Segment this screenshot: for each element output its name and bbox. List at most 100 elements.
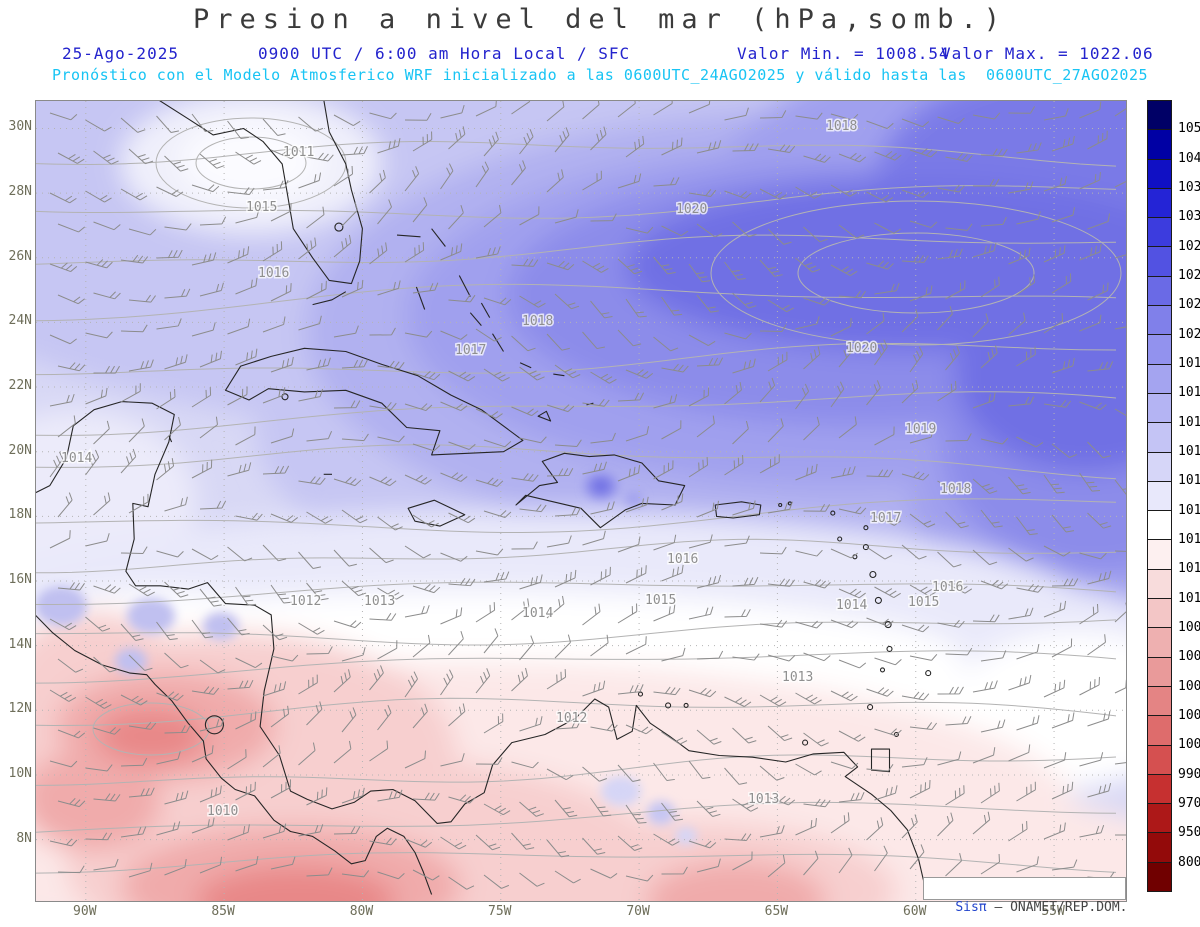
colorbar-label: 970 [1178,796,1200,811]
isobar-lines [36,117,1122,874]
colorbar-label: 1008 [1178,620,1200,635]
lon-axis-label: 90W [73,904,97,919]
contour-label: 1017 [455,343,486,358]
contour-label: 1016 [667,552,698,567]
colorbar-cell [1148,599,1171,629]
colorbar-label: 1020 [1178,326,1200,342]
colorbar-label: 1013 [1178,532,1200,547]
contour-label: 1019 [905,422,936,437]
colorbar-cell [1148,833,1171,863]
lat-axis-label: 22N [8,378,32,394]
map-title: Presion a nivel del mar (hPa,somb.) [193,4,1007,35]
forecast-date: 25-Ago-2025 [62,44,179,63]
colorbar-cell [1148,188,1171,219]
lat-axis-label: 20N [8,442,32,458]
colorbar-label: 1002 [1178,708,1200,723]
colorbar-cell [1148,628,1171,658]
attribution-box: Sisπ – ONAMET/REP.DOM. [923,877,1128,915]
colorbar-cell [1148,686,1171,717]
colorbar-cell [1148,247,1171,277]
contour-label: 1014 [61,451,92,466]
lon-axis-label: 65W [764,904,789,919]
colorbar-cell [1148,218,1171,248]
contour-label: 1016 [932,580,963,595]
colorbar-label: 1040 [1178,150,1200,166]
colorbar-label: 1018 [1178,385,1200,401]
contour-label: 1018 [522,314,553,329]
colorbar-cell [1148,306,1171,336]
contour-label: 1017 [870,511,901,526]
colorbar-cell [1148,130,1171,160]
lon-axis-label: 80W [349,904,374,919]
colorbar-label: 800 [1178,854,1200,870]
lat-axis-label: 30N [8,119,32,135]
contour-label: 1011 [283,145,314,160]
colorbar-label: 1050 [1178,121,1200,137]
colorbar-label: 1010 [1178,590,1200,606]
colorbar-cell [1148,804,1171,834]
lat-axis-label: 18N [8,507,32,523]
colorbar-label: 1017 [1178,414,1200,430]
colorbar-label: 1015 [1178,473,1200,489]
contour-label: 1018 [940,482,971,497]
colorbar-label: 1022 [1178,297,1200,313]
colorbar-label: 1012 [1178,561,1200,577]
colorbar-cell [1148,862,1171,892]
model-info-line: Pronóstico con el Modelo Atmosferico WRF… [51,66,1149,84]
lat-axis-label: 8N [16,830,32,846]
colorbar-label: 1028 [1178,238,1200,254]
colorbar-cell [1148,452,1171,482]
forecast-time: 0900 UTC / 6:00 am Hora Local / SFC [258,44,631,63]
colorbar-cell [1148,423,1171,453]
colorbar-label: 1004 [1178,678,1200,694]
min-value-label: Valor Min. = 1008.54 [737,44,950,63]
lat-axis-label: 26N [8,248,32,264]
lon-axis-label: 70W [626,904,650,919]
colorbar-label: 1006 [1178,649,1200,665]
lon-axis-label: 85W [211,904,235,919]
contour-label: 1015 [645,593,676,608]
colorbar-label: 1016 [1178,444,1200,459]
contour-label: 1016 [258,266,289,281]
lon-axis-label: 55W [1031,904,1075,919]
contour-label: 1020 [676,202,707,217]
colorbar-cell [1148,774,1171,805]
colorbar-label: 1035 [1178,180,1200,195]
contour-label: 1015 [246,200,277,215]
colorbar-label: 1019 [1178,356,1200,371]
colorbar-cell [1148,716,1171,746]
colorbar-cell [1148,276,1171,307]
colorbar-cell [1148,364,1171,394]
contour-label: 1013 [782,670,813,685]
coastlines [36,101,932,895]
colorbar-label: 1014 [1178,502,1200,518]
colorbar-cell [1148,335,1171,365]
colorbar-label: 1025 [1178,268,1200,283]
lat-axis-label: 28N [8,184,32,200]
colorbar-cell [1148,511,1171,541]
colorbar-cell [1148,101,1171,131]
contour-label: 1014 [522,606,553,621]
colorbar-label: 1000 [1178,737,1200,753]
contour-label: 1018 [826,119,857,134]
colorbar-cell [1148,540,1171,570]
colorbar-cell [1148,159,1171,189]
credit-label: – ONAMET/REP.DOM. [986,900,1128,915]
contour-label: 1010 [207,804,238,819]
contour-label: 1013 [748,792,779,807]
colorbar-cell [1148,393,1171,424]
colorbar-cell [1148,657,1171,687]
contour-label: 1020 [846,341,877,356]
lat-axis-label: 10N [8,765,32,781]
colorbar-cell [1148,481,1171,512]
contour-label: 1013 [364,594,395,609]
lat-axis-label: 14N [8,636,32,652]
wind-barbs [49,101,1126,890]
contour-label: 1012 [290,594,321,609]
lon-axis-label: 75W [488,904,512,919]
contour-label: 1012 [556,711,587,726]
colorbar-label: 990 [1178,766,1200,782]
contour-label: 1015 [908,595,939,610]
